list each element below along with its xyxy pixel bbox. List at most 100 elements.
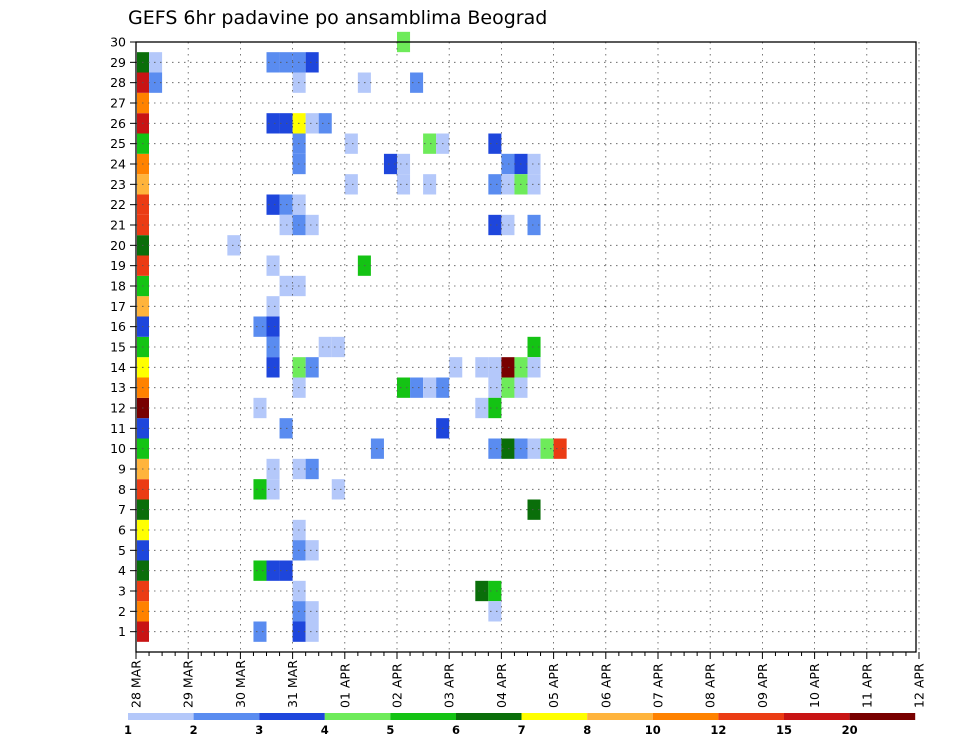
x-tick-label: 29 MAR bbox=[181, 660, 196, 708]
y-tick-label: 11 bbox=[110, 421, 126, 436]
y-tick-label: 14 bbox=[110, 360, 126, 375]
colorbar-swatch bbox=[718, 713, 784, 720]
colorbar-swatch bbox=[259, 713, 325, 720]
colorbar-swatch bbox=[128, 713, 194, 720]
heatmap-cell bbox=[266, 52, 280, 73]
y-tick-label: 9 bbox=[118, 462, 126, 477]
heatmap-cell bbox=[488, 214, 502, 236]
colorbar-label: 3 bbox=[255, 723, 263, 737]
y-tick-label: 29 bbox=[110, 55, 126, 70]
x-tick-label: 04 APR bbox=[494, 663, 509, 708]
heatmap-cell bbox=[149, 72, 163, 93]
heatmap-cell bbox=[266, 479, 280, 500]
heatmap-cell bbox=[266, 316, 280, 337]
heatmap-cell bbox=[423, 133, 437, 154]
heatmap-cell bbox=[501, 357, 515, 378]
y-tick-label: 2 bbox=[118, 604, 126, 619]
colorbar-swatch bbox=[784, 713, 850, 720]
heatmap-cell bbox=[488, 397, 502, 419]
x-tick-label: 03 APR bbox=[442, 663, 457, 708]
heatmap-cell bbox=[449, 357, 463, 378]
x-tick-label: 07 APR bbox=[651, 663, 666, 708]
heatmap-cell bbox=[540, 438, 554, 459]
heatmap-cell bbox=[501, 174, 515, 195]
x-axis: 28 MAR 29 MAR 30 MAR 31 MAR 01 APR 02 APR 03 A… bbox=[129, 652, 927, 708]
heatmap-cell bbox=[253, 316, 267, 337]
heatmap-cell bbox=[397, 377, 411, 398]
heatmap-cell bbox=[488, 357, 502, 378]
y-tick-label: 12 bbox=[110, 401, 126, 416]
heatmap-cell bbox=[527, 357, 541, 378]
colorbar: 1 2 3 4 5 6 7 8 10 12 15 20 bbox=[124, 713, 916, 737]
colorbar-label: 5 bbox=[386, 723, 394, 737]
heatmap-cells bbox=[149, 31, 567, 642]
y-tick-label: 6 bbox=[118, 523, 126, 538]
heatmap-cell bbox=[501, 153, 515, 175]
heatmap-cell bbox=[344, 174, 358, 195]
heatmap-cell bbox=[344, 133, 358, 154]
x-tick-label: 02 APR bbox=[390, 663, 405, 708]
heatmap-cell bbox=[527, 499, 541, 520]
heatmap-cell bbox=[227, 235, 241, 256]
heatmap-cell bbox=[383, 153, 397, 175]
heatmap-cell bbox=[475, 357, 489, 378]
heatmap-cell bbox=[488, 438, 502, 459]
heatmap-cell bbox=[423, 174, 437, 195]
y-tick-label: 18 bbox=[110, 279, 126, 294]
heatmap-cell bbox=[397, 153, 411, 175]
x-tick-label: 01 APR bbox=[337, 663, 352, 708]
y-tick-label: 21 bbox=[110, 218, 126, 233]
heatmap-cell bbox=[501, 438, 515, 459]
heatmap-cell bbox=[527, 214, 541, 236]
x-tick-label: 30 MAR bbox=[233, 660, 248, 708]
heatmap-cell bbox=[410, 377, 424, 398]
heatmap-cell bbox=[318, 113, 332, 134]
y-tick-label: 7 bbox=[118, 502, 126, 517]
heatmap-cell bbox=[253, 397, 267, 419]
heatmap-cell bbox=[410, 72, 424, 93]
colorbar-swatch bbox=[456, 713, 522, 720]
heatmap-cell bbox=[253, 560, 267, 581]
heatmap-cell bbox=[266, 560, 280, 581]
heatmap-cell bbox=[488, 377, 502, 398]
x-tick-label: 08 APR bbox=[703, 663, 718, 708]
y-tick-label: 8 bbox=[118, 482, 126, 497]
heatmap-cell bbox=[331, 479, 345, 500]
heatmap-cell bbox=[318, 336, 332, 358]
y-tick-label: 23 bbox=[110, 177, 126, 192]
heatmap-cell bbox=[253, 621, 267, 642]
heatmap-cell bbox=[305, 458, 319, 480]
colorbar-swatch bbox=[521, 713, 588, 720]
heatmap-cell bbox=[305, 621, 319, 642]
colorbar-label: 2 bbox=[190, 723, 198, 737]
heatmap-cell bbox=[266, 357, 280, 378]
colorbar-swatch bbox=[587, 713, 653, 720]
heatmap-cell bbox=[527, 174, 541, 195]
y-tick-label: 10 bbox=[110, 441, 126, 456]
x-tick-label: 12 APR bbox=[912, 663, 927, 708]
heatmap-cell bbox=[397, 174, 411, 195]
y-tick-label: 4 bbox=[118, 563, 126, 578]
colorbar-label: 6 bbox=[452, 723, 460, 737]
heatmap-cell bbox=[149, 52, 163, 73]
heatmap-cell bbox=[527, 438, 541, 459]
colorbar-label: 8 bbox=[583, 723, 591, 737]
heatmap-cell bbox=[253, 479, 267, 500]
colorbar-swatch bbox=[652, 713, 719, 720]
heatmap-cell bbox=[488, 601, 502, 622]
heatmap-cell bbox=[305, 357, 319, 378]
colorbar-label: 10 bbox=[645, 723, 661, 737]
heatmap-cell bbox=[266, 255, 280, 276]
heatmap-cell bbox=[266, 194, 280, 215]
heatmap-cell bbox=[501, 377, 515, 398]
heatmap-cell bbox=[305, 113, 319, 134]
heatmap-cell bbox=[266, 336, 280, 358]
y-tick-label: 30 bbox=[110, 35, 126, 50]
colorbar-swatch bbox=[849, 713, 916, 720]
heatmap-cell bbox=[423, 377, 437, 398]
x-tick-label: 28 MAR bbox=[129, 660, 144, 708]
y-tick-label: 26 bbox=[110, 116, 126, 131]
x-tick-label: 06 APR bbox=[598, 663, 613, 708]
colorbar-label: 1 bbox=[124, 723, 132, 737]
